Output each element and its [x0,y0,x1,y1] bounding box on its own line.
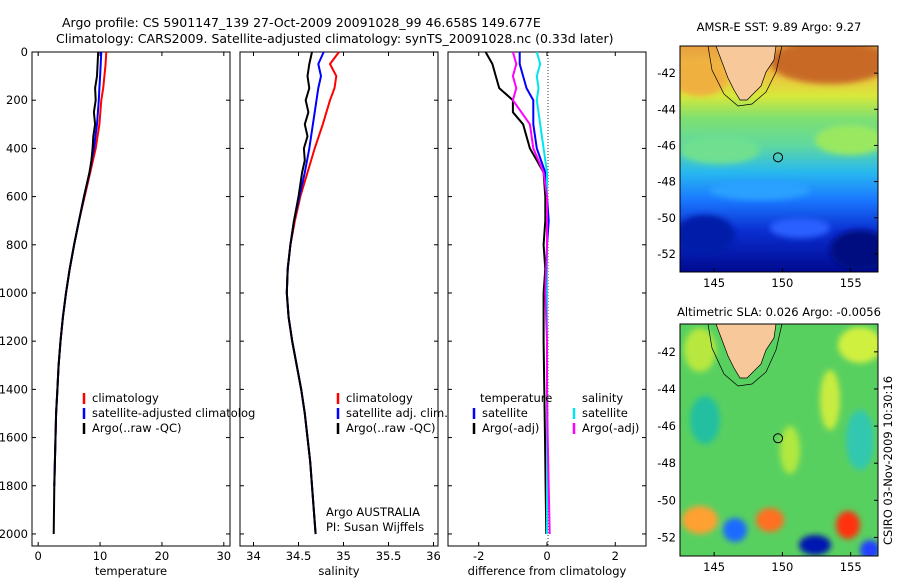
y-tick-label: 2000 [0,527,28,541]
legend-label: satellite-adjusted climatolog [92,406,255,420]
x-tick-label: 10 [93,549,108,563]
x-tick-label: 35 [336,549,351,563]
tasmania-land-sla [715,324,777,379]
series-line [52,51,100,535]
sst-map-panel: AMSR-E SST: 9.89 Argo: 9.27 145 150 155 -42… [657,20,879,290]
map-x-tick-label: 145 [703,560,725,574]
map-x-tick-label: 150 [771,276,793,290]
legend-label: Argo(..raw -QC) [346,421,436,435]
map-y-tick-label: -50 [657,493,676,507]
figure-title-line2: Climatology: CARS2009. Satellite-adjuste… [56,31,613,46]
x-tick-label: 30 [216,549,231,563]
annotation-argo-australia: Argo AUSTRALIA [326,505,420,519]
legend-label: Argo(-adj) [482,421,539,435]
sst-contour [707,46,783,107]
y-tick-label: 1000 [0,286,28,300]
x-tick-label: 35.5 [376,549,402,563]
sla-map-panel: Altimetric SLA: 0.026 Argo: -0.0056 [657,305,881,574]
x-tick-label: 2 [612,549,619,563]
x-tick-label: 36 [426,549,441,563]
map-y-tick-label: -48 [657,175,676,189]
map-x-tick-label: 150 [771,560,793,574]
map-y-tick-label: -42 [657,345,676,359]
y-tick-label: 800 [6,238,28,252]
map-y-tick-label: -42 [657,66,676,80]
annotation-pi: PI: Susan Wijffels [326,520,424,534]
map-x-tick-label: 145 [703,276,725,290]
map-x-tick-label: 155 [840,276,862,290]
temperature-xlabel: temperature [95,564,167,578]
map-y-tick-label: -46 [657,138,676,152]
y-tick-label: 600 [6,190,28,204]
series-line [285,51,317,535]
temperature-panel: 0 10 20 30 0 200 400 600 800 1000 1200 1400 1600 1800… [0,45,255,578]
tasmania-land [715,46,777,101]
x-tick-label: 20 [155,549,170,563]
salinity-xlabel: salinity [318,564,359,578]
difference-panel: -2 0 2 temperaturesatelliteArgo(-adj)salin… [447,51,647,578]
y-tick-label: 1800 [0,479,28,493]
x-tick-label: 0 [35,549,42,563]
legend-label: Argo(..raw -QC) [92,421,182,435]
legend-label: satellite adj. clim. [346,406,448,420]
map-y-tick-label: -46 [657,419,676,433]
sla-contour [707,324,783,387]
sst-map-title: AMSR-E SST: 9.89 Argo: 9.27 [697,20,862,34]
y-tick-label: 1200 [0,334,28,348]
legend-label: climatology [92,391,159,405]
argo-location-marker [773,152,784,163]
csiro-timestamp: CSIRO 03-Nov-2009 10:30:16 [881,376,895,545]
y-tick-label: 1600 [0,431,28,445]
legend-heading: salinity [582,391,623,405]
series-line [511,51,551,535]
x-tick-label: -2 [473,549,484,563]
difference-xlabel: difference from climatology [468,564,627,578]
map-y-tick-label: -52 [657,530,676,544]
legend-label: climatology [346,391,413,405]
map-y-tick-label: -44 [657,102,676,116]
map-y-tick-label: -52 [657,247,676,261]
x-tick-label: 0 [543,549,550,563]
sla-texture [682,327,878,556]
y-tick-label: 200 [6,93,28,107]
legend-label: satellite [582,406,628,420]
y-tick-label: 0 [21,45,28,59]
x-tick-label: 34.5 [286,549,312,563]
y-tick-label: 1400 [0,382,28,396]
argo-location-marker-sla [773,433,784,444]
map-y-tick-label: -50 [657,211,676,225]
sst-texture [680,46,878,270]
map-y-tick-label: -44 [657,382,676,396]
legend-heading: temperature [480,391,552,405]
map-y-tick-label: -48 [657,456,676,470]
map-x-tick-label: 155 [840,560,862,574]
legend-label: satellite [482,406,528,420]
series-line [484,51,548,535]
sla-map-title: Altimetric SLA: 0.026 Argo: -0.0056 [677,305,881,319]
x-tick-label: 34 [246,549,261,563]
figure-title-line1: Argo profile: CS 5901147_139 27-Oct-2009… [62,15,541,30]
legend-label: Argo(-adj) [582,421,639,435]
y-tick-label: 400 [6,141,28,155]
